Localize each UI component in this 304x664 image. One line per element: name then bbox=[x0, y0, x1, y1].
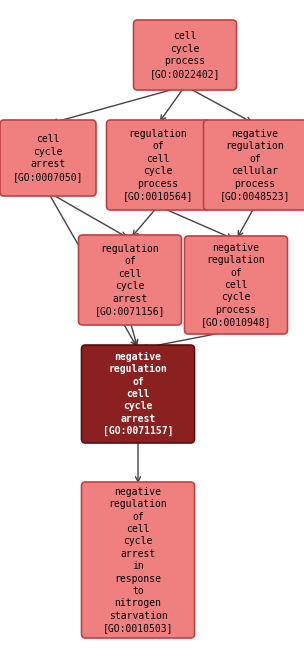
Text: regulation
of
cell
cycle
arrest
[GO:0071156]: regulation of cell cycle arrest [GO:0071… bbox=[95, 244, 165, 316]
Text: cell
cycle
arrest
[GO:0007050]: cell cycle arrest [GO:0007050] bbox=[13, 134, 83, 181]
FancyBboxPatch shape bbox=[81, 345, 195, 443]
FancyBboxPatch shape bbox=[106, 120, 209, 210]
Text: negative
regulation
of
cellular
process
[GO:0048523]: negative regulation of cellular process … bbox=[220, 129, 290, 201]
Text: cell
cycle
process
[GO:0022402]: cell cycle process [GO:0022402] bbox=[150, 31, 220, 78]
Text: negative
regulation
of
cell
cycle
arrest
[GO:0071157]: negative regulation of cell cycle arrest… bbox=[103, 352, 173, 436]
FancyBboxPatch shape bbox=[203, 120, 304, 210]
Text: negative
regulation
of
cell
cycle
process
[GO:0010948]: negative regulation of cell cycle proces… bbox=[201, 243, 271, 327]
Text: negative
regulation
of
cell
cycle
arrest
in
response
to
nitrogen
starvation
[GO:: negative regulation of cell cycle arrest… bbox=[103, 487, 173, 633]
Text: regulation
of
cell
cycle
process
[GO:0010564]: regulation of cell cycle process [GO:001… bbox=[123, 129, 193, 201]
FancyBboxPatch shape bbox=[0, 120, 96, 196]
FancyBboxPatch shape bbox=[133, 20, 237, 90]
FancyBboxPatch shape bbox=[185, 236, 288, 334]
FancyBboxPatch shape bbox=[78, 235, 181, 325]
FancyBboxPatch shape bbox=[81, 482, 195, 638]
